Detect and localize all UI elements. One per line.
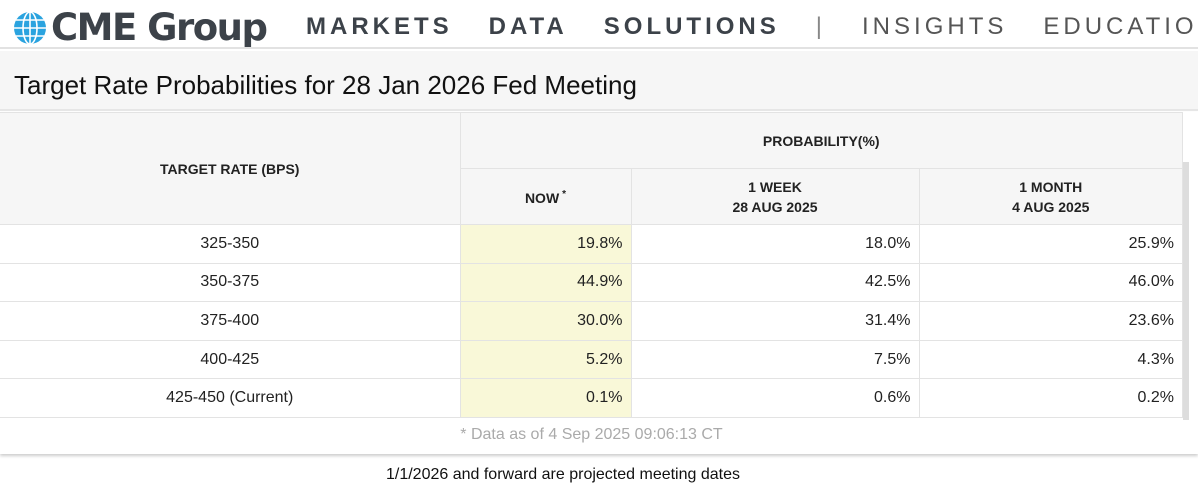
col-1-month: 1 MONTH 4 AUG 2025 xyxy=(918,168,1183,225)
rate-header: TARGET RATE (BPS) xyxy=(0,112,461,225)
main-nav: MARKETS DATA SOLUTIONS | INSIGHTS EDUCAT… xyxy=(306,13,1198,41)
month-cell: 46.0% xyxy=(918,262,1183,303)
nav-markets[interactable]: MARKETS xyxy=(306,13,453,40)
rate-cell: 350-375 xyxy=(0,262,461,303)
month-cell: 25.9% xyxy=(918,224,1183,264)
week-cell: 0.6% xyxy=(630,378,920,418)
nav-separator: | xyxy=(815,13,827,40)
cme-logo[interactable]: CME Group xyxy=(13,6,268,49)
month-cell: 23.6% xyxy=(918,301,1183,341)
rate-cell: 400-425 xyxy=(0,339,461,380)
nav-data[interactable]: DATA xyxy=(488,13,568,40)
probability-table: TARGET RATE (BPS) PROBABILITY(%) NOW * 1 … xyxy=(0,112,1183,418)
rate-cell: 425-450 (Current) xyxy=(0,378,461,418)
brand-name: CME Group xyxy=(51,6,268,49)
now-cell: 30.0% xyxy=(459,301,632,341)
week-cell: 31.4% xyxy=(630,301,920,341)
projected-dates-footnote: 1/1/2026 and forward are projected meeti… xyxy=(385,466,740,483)
nav-insights[interactable]: INSIGHTS xyxy=(862,13,1008,40)
week-cell: 7.5% xyxy=(630,339,920,380)
globe-icon xyxy=(14,10,46,45)
rate-cell: 325-350 xyxy=(0,224,461,264)
now-cell: 44.9% xyxy=(459,262,632,303)
week-cell: 18.0% xyxy=(630,224,920,264)
week-cell: 42.5% xyxy=(630,262,920,303)
now-cell: 0.1% xyxy=(459,378,632,418)
now-cell: 19.8% xyxy=(459,224,632,264)
title-band: Target Rate Probabilities for 28 Jan 202… xyxy=(0,51,1198,111)
col-now: NOW * xyxy=(459,168,632,225)
nav-education[interactable]: EDUCATION xyxy=(1043,13,1198,40)
month-cell: 4.3% xyxy=(918,339,1183,380)
col-1-week: 1 WEEK 28 AUG 2025 xyxy=(630,168,920,225)
rate-cell: 375-400 xyxy=(0,301,461,341)
table-row: 350-375 44.9% 42.5% 46.0% xyxy=(0,262,1183,303)
site-header: CME Group MARKETS DATA SOLUTIONS | INSIG… xyxy=(0,0,1198,49)
table-row: 400-425 5.2% 7.5% 4.3% xyxy=(0,339,1183,380)
table-row: 375-400 30.0% 31.4% 23.6% xyxy=(0,301,1183,341)
now-cell: 5.2% xyxy=(459,339,632,380)
page-title: Target Rate Probabilities for 28 Jan 202… xyxy=(14,70,637,100)
month-cell: 0.2% xyxy=(918,378,1183,418)
scrollbar[interactable] xyxy=(1183,162,1189,420)
data-timestamp-note: * Data as of 4 Sep 2025 09:06:13 CT xyxy=(460,426,723,443)
probability-header: PROBABILITY(%) xyxy=(459,112,1183,169)
probability-panel: TARGET RATE (BPS) PROBABILITY(%) NOW * 1 … xyxy=(0,112,1198,454)
table-row: 425-450 (Current) 0.1% 0.6% 0.2% xyxy=(0,378,1183,418)
nav-solutions[interactable]: SOLUTIONS xyxy=(603,13,780,40)
table-row: 325-350 19.8% 18.0% 25.9% xyxy=(0,224,1183,264)
